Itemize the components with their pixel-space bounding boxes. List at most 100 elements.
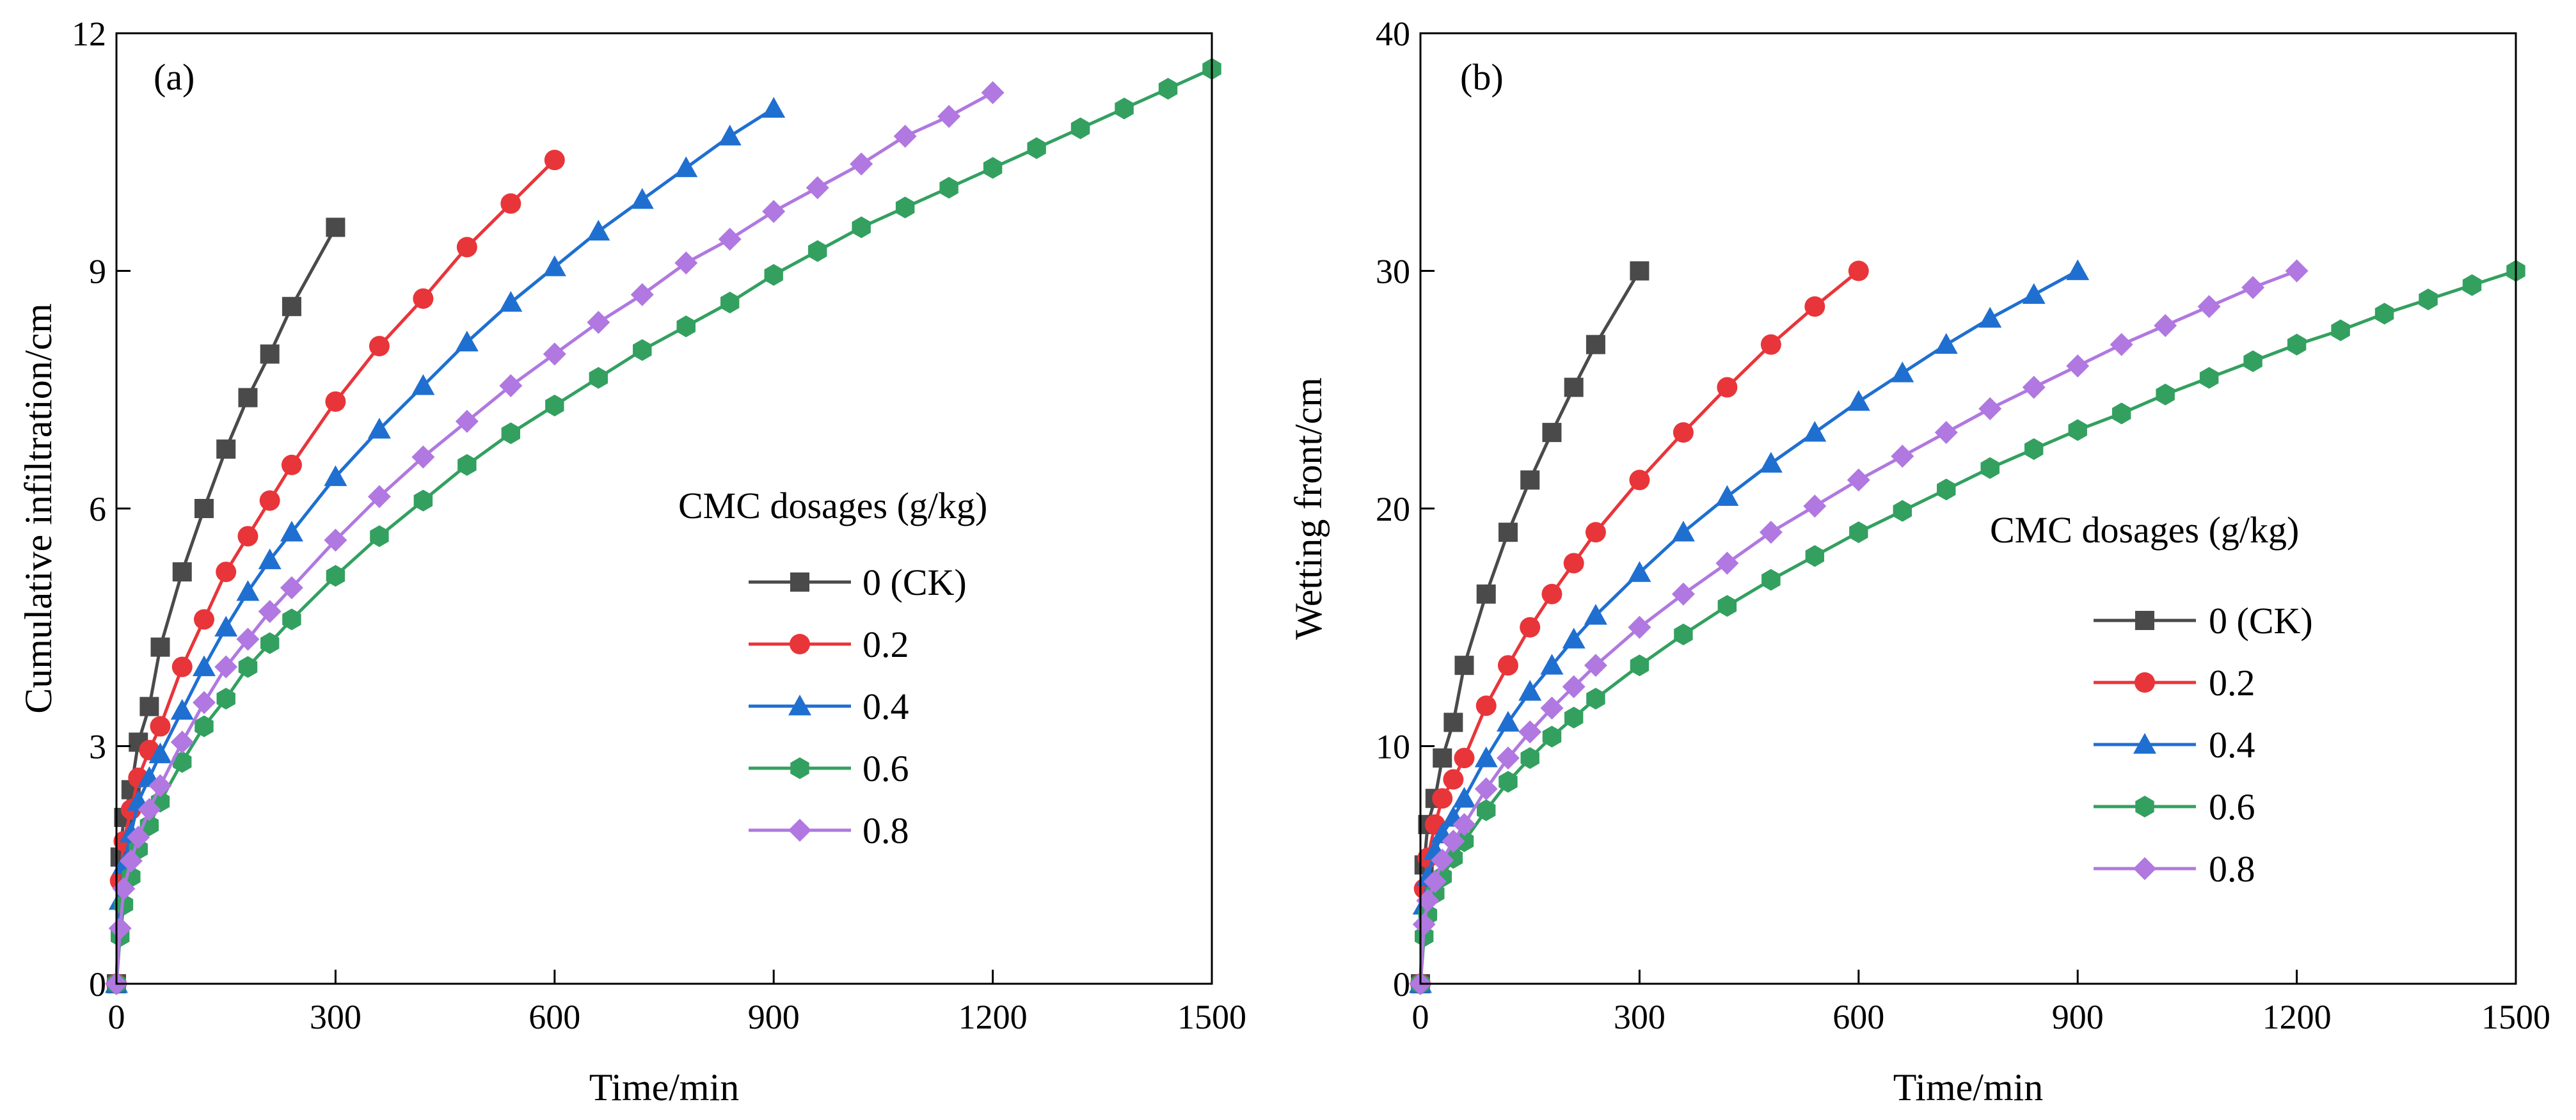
panel-a-series-3-point bbox=[939, 177, 958, 199]
panel-a-series-4-point bbox=[718, 227, 742, 251]
panel-a-series-4-point bbox=[937, 105, 961, 129]
panel-b-series-1-point bbox=[1454, 748, 1475, 769]
panel-b-series-2-point bbox=[1715, 485, 1739, 506]
panel-b-series-3-point bbox=[2462, 274, 2482, 296]
panel-a-series-3-point bbox=[983, 157, 1003, 179]
panel-a-series-0-point bbox=[216, 439, 236, 459]
panel-b-series-4-point bbox=[2197, 295, 2221, 319]
panel-a-label: (a) bbox=[154, 56, 195, 98]
panel-b-legend-title: CMC dosages (g/kg) bbox=[1990, 509, 2299, 551]
panel-a-series-4-point bbox=[806, 176, 829, 200]
panel-b-series-4-point bbox=[1540, 697, 1564, 720]
panel-b-series-2-point bbox=[2022, 283, 2046, 304]
panel-b-x-tick-label: 600 bbox=[1833, 998, 1884, 1036]
panel-b-series-3-point bbox=[1499, 771, 1518, 793]
panel-b-series-4-point bbox=[2285, 259, 2309, 283]
panel-b-series-1-point bbox=[1541, 583, 1562, 604]
panel-b-series-4-point bbox=[1628, 615, 1651, 639]
panel-b-series-line-3 bbox=[1419, 269, 2516, 984]
panel-b-series-3-point bbox=[2419, 288, 2438, 311]
panel-a-series-2-point bbox=[762, 97, 786, 118]
panel-a-series-2-point bbox=[148, 742, 172, 764]
panel-b-legend-label: 0 (CK) bbox=[2209, 600, 2313, 642]
panel-b-y-tick-label: 20 bbox=[1376, 490, 1410, 528]
panel-a-series-3 bbox=[107, 58, 1221, 995]
panel-a-series-3-point bbox=[852, 216, 871, 239]
panel-b-x-tick-label: 1200 bbox=[2262, 998, 2332, 1036]
panel-b-series-3-point bbox=[2331, 319, 2350, 342]
panel-a-y-tick-label: 3 bbox=[89, 728, 106, 766]
panel-a-legend-label: 0.4 bbox=[863, 686, 909, 727]
panel-a-legend-title: CMC dosages (g/kg) bbox=[678, 485, 987, 526]
panel-b-series-4-point bbox=[2066, 354, 2090, 378]
panel-b-series-4-point bbox=[2022, 375, 2046, 399]
panel-b-series-0-point bbox=[1542, 423, 1562, 443]
panel-a-legend-label: 0.2 bbox=[863, 624, 909, 665]
panel-a-series-1-point bbox=[216, 562, 237, 583]
panel-a-series-4-point bbox=[236, 627, 260, 651]
panel-b-series-4-point bbox=[1803, 494, 1827, 518]
panel-a-legend-item-2: 0.4 bbox=[749, 686, 909, 727]
panel-a-series-4-point bbox=[674, 251, 698, 275]
panel-b-series-0-point bbox=[1443, 713, 1463, 732]
panel-a-series-3-point bbox=[1158, 77, 1178, 100]
panel-a-series-4-point bbox=[630, 283, 654, 306]
panel-b-series-3-point bbox=[1980, 457, 2000, 479]
panel-a-series-3-point bbox=[589, 367, 608, 389]
panel-a-series-2-point bbox=[411, 374, 435, 395]
panel-a-series-4-point bbox=[762, 200, 786, 223]
panel-b-series-2-point bbox=[1671, 521, 1695, 542]
panel-b-series-2-point bbox=[1891, 361, 1914, 383]
panel-a-series-4-point bbox=[850, 152, 873, 176]
panel-a-series-1-point bbox=[171, 656, 193, 677]
panel-a-cumulative-infiltration: 0 300 600 900 1200 1500 0 3 6 9 12 (a) Time/min Cu… bbox=[17, 15, 1246, 1108]
panel-b-series-4-point bbox=[1431, 848, 1454, 872]
panel-b-series-0-point bbox=[1454, 656, 1474, 675]
panel-b-series-4-point bbox=[1562, 675, 1586, 698]
panel-b-series-1-point bbox=[1585, 522, 1606, 543]
panel-b-series-2-point bbox=[1847, 390, 1870, 411]
panel-a-series-4-point bbox=[893, 124, 917, 148]
panel-a-series-4-point bbox=[138, 798, 161, 821]
panel-a-series-2-point bbox=[324, 465, 347, 486]
panel-b-series-2-point bbox=[1540, 654, 1564, 675]
panel-b-series-1-point bbox=[1717, 377, 1738, 398]
panel-b-series-3-point bbox=[1477, 799, 1496, 821]
panel-b-series-4-point bbox=[1423, 870, 1447, 894]
panel-b-series-4-point bbox=[1671, 582, 1695, 606]
panel-a-series-3-point bbox=[173, 751, 192, 773]
panel-b-series-3-point bbox=[2243, 350, 2262, 372]
panel-b-series-1-point bbox=[1497, 655, 1518, 676]
panel-a-series-2-point bbox=[170, 698, 194, 720]
panel-b-series-1-point bbox=[1443, 769, 1464, 790]
panel-b-series-3-point bbox=[2287, 333, 2307, 356]
panel-b-series-4-point bbox=[1416, 888, 1440, 912]
panel-a-series-3-point bbox=[1027, 137, 1046, 159]
panel-b-legend-label: 0.4 bbox=[2209, 724, 2255, 766]
panel-b-series-4-point bbox=[1518, 720, 1542, 744]
panel-a-series-0-point bbox=[150, 637, 170, 657]
panel-a-series-3-point bbox=[216, 688, 235, 710]
panel-b-series-4-point bbox=[1978, 397, 2002, 420]
panel-a-series-1-point bbox=[413, 288, 434, 309]
panel-b-x-axis-title: Time/min bbox=[1893, 1066, 2044, 1108]
panel-a-series-2-point bbox=[718, 124, 742, 146]
panel-a-legend-label: 0 (CK) bbox=[863, 562, 967, 603]
panel-a-series-3-point bbox=[1070, 117, 1090, 139]
panel-b-series-2-point bbox=[1978, 306, 2002, 328]
panel-a-series-2-point bbox=[674, 156, 698, 177]
panel-a-legend-label: 0.8 bbox=[863, 810, 909, 851]
panel-a-legend: CMC dosages (g/kg) 0 (CK) 0.2 0.4 0.6 0.8 bbox=[678, 485, 987, 851]
panel-b-series-4-point bbox=[2154, 313, 2177, 337]
panel-b-series-layer bbox=[1409, 259, 2525, 995]
panel-a-series-4-point bbox=[280, 576, 303, 599]
panel-b-series-1-point bbox=[1760, 334, 1781, 355]
panel-a-series-0-point bbox=[260, 344, 280, 364]
panel-a-series-2-point bbox=[214, 615, 238, 637]
panel-a-x-tick-label: 1500 bbox=[1177, 998, 1246, 1036]
panel-a-series-1-point bbox=[237, 526, 258, 547]
panel-a-series-4-point bbox=[108, 917, 132, 940]
panel-b-series-4-point bbox=[1496, 746, 1520, 770]
panel-a-series-1-point bbox=[325, 391, 346, 412]
